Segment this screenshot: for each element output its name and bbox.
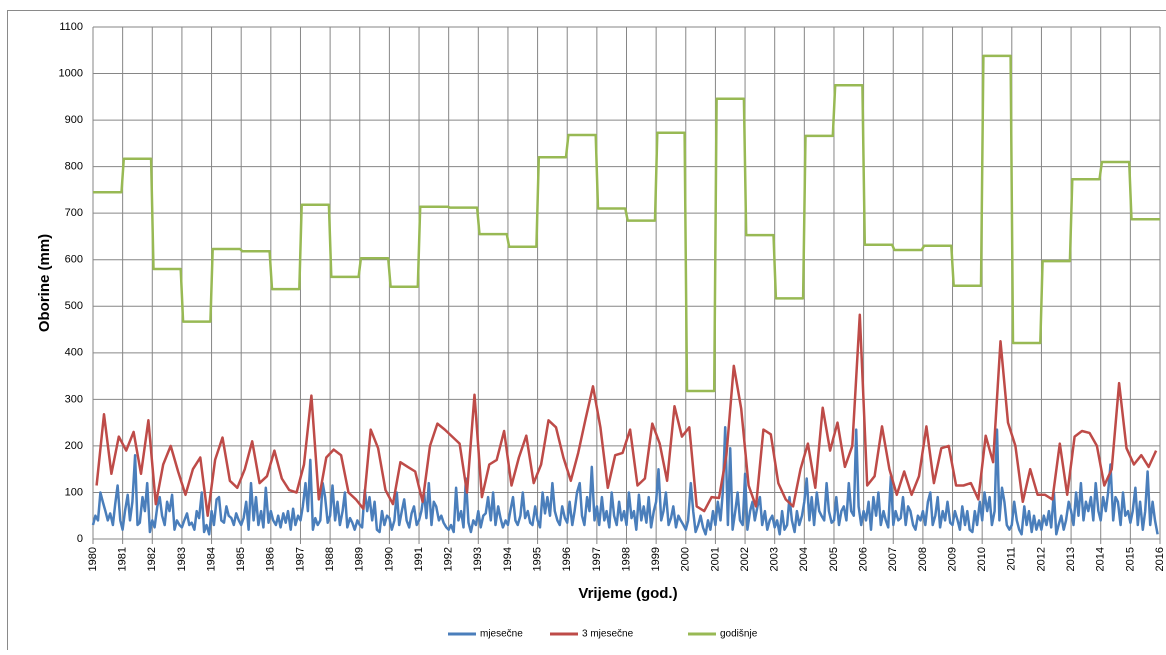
x-axis-label: Vrijeme (god.) xyxy=(578,585,677,602)
x-tick-label: 1989 xyxy=(354,547,366,571)
x-tick-label: 1999 xyxy=(650,547,662,571)
legend-label: mjesečne xyxy=(480,629,523,640)
x-tick-label: 1992 xyxy=(443,547,455,571)
y-tick-label: 300 xyxy=(65,393,83,405)
x-tick-label: 1990 xyxy=(383,547,395,571)
x-tick-label: 1982 xyxy=(146,547,158,571)
x-tick-label: 1986 xyxy=(265,547,277,571)
x-tick-label: 1988 xyxy=(324,547,336,571)
x-tick-label: 2004 xyxy=(798,547,810,571)
y-tick-label: 1100 xyxy=(59,21,83,33)
x-tick-label: 1987 xyxy=(294,547,306,571)
legend-label: godišnje xyxy=(720,629,758,640)
x-tick-label: 1993 xyxy=(472,547,484,571)
y-tick-label: 900 xyxy=(65,114,83,126)
x-tick-label: 2013 xyxy=(1065,547,1077,571)
y-tick-label: 0 xyxy=(77,533,83,545)
x-tick-label: 1995 xyxy=(531,547,543,571)
x-tick-label: 2008 xyxy=(917,547,929,571)
x-tick-label: 1994 xyxy=(502,547,514,571)
x-tick-label: 1980 xyxy=(87,547,99,571)
x-tick-label: 2012 xyxy=(1035,547,1047,571)
x-tick-label: 2011 xyxy=(1006,547,1018,571)
x-tick-label: 2003 xyxy=(769,547,781,571)
y-tick-label: 800 xyxy=(65,161,83,173)
y-tick-label: 700 xyxy=(65,207,83,219)
x-tick-label: 2005 xyxy=(828,547,840,571)
legend-label: 3 mjesečne xyxy=(582,629,634,640)
x-tick-label: 2015 xyxy=(1124,547,1136,571)
x-tick-label: 1984 xyxy=(205,547,217,571)
x-tick-label: 2006 xyxy=(858,547,870,571)
x-tick-label: 1983 xyxy=(176,547,188,571)
x-tick-label: 1998 xyxy=(620,547,632,571)
y-tick-label: 400 xyxy=(65,347,83,359)
x-tick-label: 1996 xyxy=(561,547,573,571)
y-axis-label: Oborine (mm) xyxy=(36,234,53,332)
x-tick-label: 1991 xyxy=(413,547,425,571)
y-tick-label: 1000 xyxy=(59,67,83,79)
y-tick-label: 600 xyxy=(65,254,83,266)
x-tick-label: 2009 xyxy=(946,547,958,571)
x-tick-label: 2016 xyxy=(1154,547,1166,571)
x-tick-label: 2010 xyxy=(976,547,988,571)
y-tick-label: 200 xyxy=(65,440,83,452)
y-tick-label: 500 xyxy=(65,300,83,312)
y-tick-label: 100 xyxy=(65,486,83,498)
x-tick-label: 1997 xyxy=(591,547,603,571)
x-tick-label: 2002 xyxy=(739,547,751,571)
x-tick-label: 1981 xyxy=(117,547,129,571)
x-tick-label: 2000 xyxy=(680,547,692,571)
x-tick-label: 2014 xyxy=(1095,547,1107,571)
x-tick-label: 2001 xyxy=(709,547,721,571)
x-tick-label: 2007 xyxy=(887,547,899,571)
x-tick-label: 1985 xyxy=(235,547,247,571)
